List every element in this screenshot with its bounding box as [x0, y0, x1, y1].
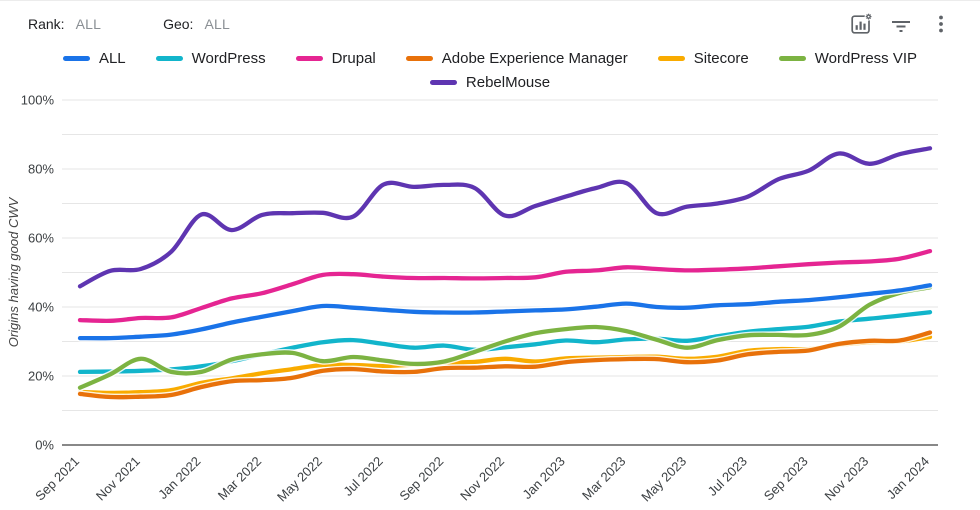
- x-tick-label: May 2022: [274, 454, 325, 505]
- series-line-all[interactable]: [77, 283, 933, 341]
- legend-label: Drupal: [331, 50, 376, 67]
- legend-swatch-sitecore: [657, 56, 685, 61]
- legend-swatch-wordpress: [155, 56, 183, 61]
- toolbar: Rank: ALL Geo: ALL: [0, 1, 980, 37]
- series-line-rebelmouse[interactable]: [77, 146, 933, 289]
- legend-item-adobe-experience-manager[interactable]: Adobe Experience Manager: [405, 50, 628, 67]
- legend-swatch-all: [62, 56, 90, 61]
- y-tick-label: 0%: [35, 438, 54, 453]
- x-tick-label: Mar 2023: [579, 454, 628, 503]
- y-tick-label: 20%: [28, 369, 54, 384]
- legend-label: WordPress: [191, 50, 266, 67]
- x-tick-label: Jul 2022: [340, 454, 385, 499]
- rank-filter-value[interactable]: ALL: [75, 16, 102, 32]
- y-tick-label: 40%: [28, 300, 54, 315]
- x-tick-label: Jan 2023: [519, 454, 567, 502]
- x-tick-label: Nov 2022: [457, 454, 507, 504]
- legend-label: Sitecore: [693, 50, 749, 67]
- y-tick-label: 60%: [28, 231, 54, 246]
- legend-swatch-wordpress-vip: [778, 56, 806, 61]
- x-tick-label: Nov 2021: [93, 454, 143, 504]
- x-tick-label: Sep 2023: [761, 454, 811, 504]
- x-tick-label: Jan 2022: [155, 454, 203, 502]
- legend-item-sitecore[interactable]: Sitecore: [657, 50, 749, 67]
- legend-label: Adobe Experience Manager: [441, 50, 628, 67]
- chart-legend: ALL WordPress Drupal Adobe Experience Manag…: [40, 50, 940, 91]
- legend-swatch-rebelmouse: [429, 80, 457, 85]
- x-tick-label: Mar 2022: [215, 454, 264, 503]
- filter-controls: Rank: ALL Geo: ALL: [28, 16, 230, 32]
- x-tick-label: Jul 2023: [705, 454, 750, 499]
- y-tick-label: 100%: [21, 94, 55, 108]
- x-tick-label: Sep 2021: [32, 454, 82, 504]
- rank-filter: Rank: ALL: [28, 16, 101, 32]
- series-line-drupal[interactable]: [77, 248, 933, 324]
- chart-settings-icon[interactable]: [848, 11, 874, 37]
- legend-item-all[interactable]: ALL: [62, 50, 126, 67]
- rank-filter-label: Rank:: [28, 16, 65, 32]
- filter-icon[interactable]: [888, 11, 914, 37]
- series-line-wordpress-vip[interactable]: [77, 285, 933, 390]
- y-tick-label: 80%: [28, 162, 54, 177]
- series-line-adobe-experience-manager[interactable]: [77, 330, 933, 400]
- geo-filter-value[interactable]: ALL: [204, 16, 230, 32]
- legend-item-rebelmouse[interactable]: RebelMouse: [429, 74, 551, 91]
- legend-item-drupal[interactable]: Drupal: [295, 50, 376, 67]
- x-tick-label: Sep 2022: [396, 454, 446, 504]
- legend-item-wordpress-vip[interactable]: WordPress VIP: [778, 50, 918, 67]
- legend-item-wordpress[interactable]: WordPress: [155, 50, 266, 67]
- toolbar-actions: [848, 11, 954, 37]
- x-tick-label: May 2023: [638, 454, 689, 505]
- legend-swatch-drupal: [295, 56, 323, 61]
- legend-swatch-adobe-experience-manager: [405, 56, 433, 61]
- legend-label: ALL: [98, 50, 126, 67]
- legend-label: RebelMouse: [465, 74, 551, 91]
- x-tick-label: Jan 2024: [884, 454, 932, 502]
- y-axis-title: Origins having good CWV: [6, 196, 21, 347]
- geo-filter: Geo: ALL: [163, 16, 230, 32]
- line-chart[interactable]: 0%20%40%60%80%100%Sep 2021 Nov 2021 Jan 20…: [0, 94, 980, 510]
- kebab-menu-icon[interactable]: [928, 11, 954, 37]
- geo-filter-label: Geo:: [163, 16, 194, 32]
- legend-label: WordPress VIP: [814, 50, 918, 67]
- x-tick-label: Nov 2023: [821, 454, 871, 504]
